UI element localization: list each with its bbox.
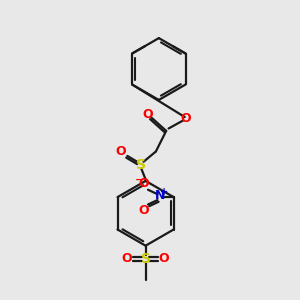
- Text: O: O: [122, 252, 132, 266]
- Text: O: O: [159, 252, 170, 266]
- Text: O: O: [181, 112, 191, 125]
- Text: O: O: [142, 108, 153, 121]
- Text: O: O: [138, 177, 149, 190]
- Text: O: O: [138, 205, 149, 218]
- Text: S: S: [136, 158, 146, 172]
- Text: N: N: [155, 189, 166, 202]
- Text: S: S: [141, 252, 151, 266]
- Text: +: +: [160, 187, 168, 197]
- Text: O: O: [115, 145, 126, 158]
- Text: −: −: [135, 175, 145, 185]
